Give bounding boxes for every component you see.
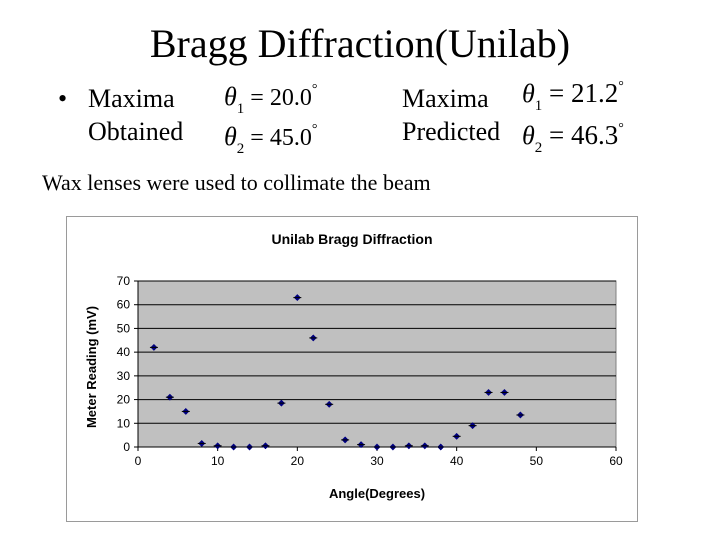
theta-symbol: θ	[522, 121, 535, 150]
degree-symbol: °	[618, 121, 624, 136]
obtained-theta1-value: 20.0	[269, 85, 312, 111]
scatter-chart: 0 10 20 30 40 50 60 70 0 10 20 30 40 50 60 Unilab Brag…	[84, 231, 623, 501]
theta-index: 2	[534, 140, 543, 156]
x-axis-label: Angle(Degrees)	[329, 486, 425, 501]
y-axis-label: Meter Reading (mV)	[84, 306, 99, 428]
slide-subtitle: Wax lenses were used to collimate the be…	[42, 170, 431, 195]
y-tick-label: 50	[117, 321, 131, 335]
x-tick-label: 60	[609, 454, 623, 468]
x-tick-label: 20	[291, 454, 305, 468]
equals-sign: =	[549, 120, 565, 150]
data-points	[149, 294, 525, 451]
predicted-label-line2: Predicted	[402, 117, 501, 146]
theta-symbol: θ	[224, 82, 237, 111]
y-tick-label: 10	[117, 416, 131, 430]
predicted-theta2-equation: θ2 = 46.3°	[522, 120, 624, 156]
theta-symbol: θ	[522, 79, 535, 108]
equals-sign: =	[250, 125, 264, 151]
equals-sign: =	[250, 85, 264, 111]
theta-index: 1	[534, 98, 543, 114]
x-tick-label: 50	[530, 454, 544, 468]
plot-area	[137, 280, 617, 448]
theta-index: 1	[236, 101, 245, 117]
y-tick-label: 60	[117, 298, 131, 312]
theta-symbol: θ	[224, 122, 237, 151]
obtained-theta2-equation: θ2 = 45.0°	[224, 122, 318, 157]
chart-container: 0 10 20 30 40 50 60 70 0 10 20 30 40 50 60 Unilab Brag…	[66, 216, 638, 522]
obtained-theta1-equation: θ1 = 20.0°	[224, 82, 318, 117]
y-tick-label: 0	[123, 440, 130, 454]
predicted-theta1-equation: θ1 = 21.2°	[522, 78, 624, 114]
obtained-theta2-value: 45.0	[269, 125, 312, 151]
slide-title: Bragg Diffraction(Unilab)	[149, 21, 571, 66]
tick-labels: 0 10 20 30 40 50 60 70 0 10 20 30 40 50 60	[117, 274, 623, 468]
degree-symbol: °	[311, 122, 318, 137]
x-tick-label: 40	[450, 454, 464, 468]
degree-symbol: °	[311, 82, 318, 97]
predicted-label-line1: Maxima	[402, 84, 489, 113]
y-tick-label: 30	[117, 369, 131, 383]
y-tick-label: 40	[117, 345, 131, 359]
equals-sign: =	[549, 78, 565, 108]
predicted-theta2-value: 46.3	[571, 120, 619, 150]
x-tick-label: 0	[135, 454, 142, 468]
bullet-marker: •	[58, 84, 68, 113]
y-tick-label: 20	[117, 393, 131, 407]
theta-index: 2	[236, 141, 245, 157]
gridlines	[138, 280, 616, 424]
obtained-label-line2: Obtained	[88, 117, 184, 146]
y-tick-label: 70	[117, 274, 131, 288]
x-tick-label: 10	[211, 454, 225, 468]
predicted-theta1-value: 21.2	[571, 78, 619, 108]
chart-title: Unilab Bragg Diffraction	[271, 231, 432, 247]
x-tick-label: 30	[370, 454, 384, 468]
degree-symbol: °	[618, 79, 624, 94]
obtained-label-line1: Maxima	[88, 84, 175, 113]
